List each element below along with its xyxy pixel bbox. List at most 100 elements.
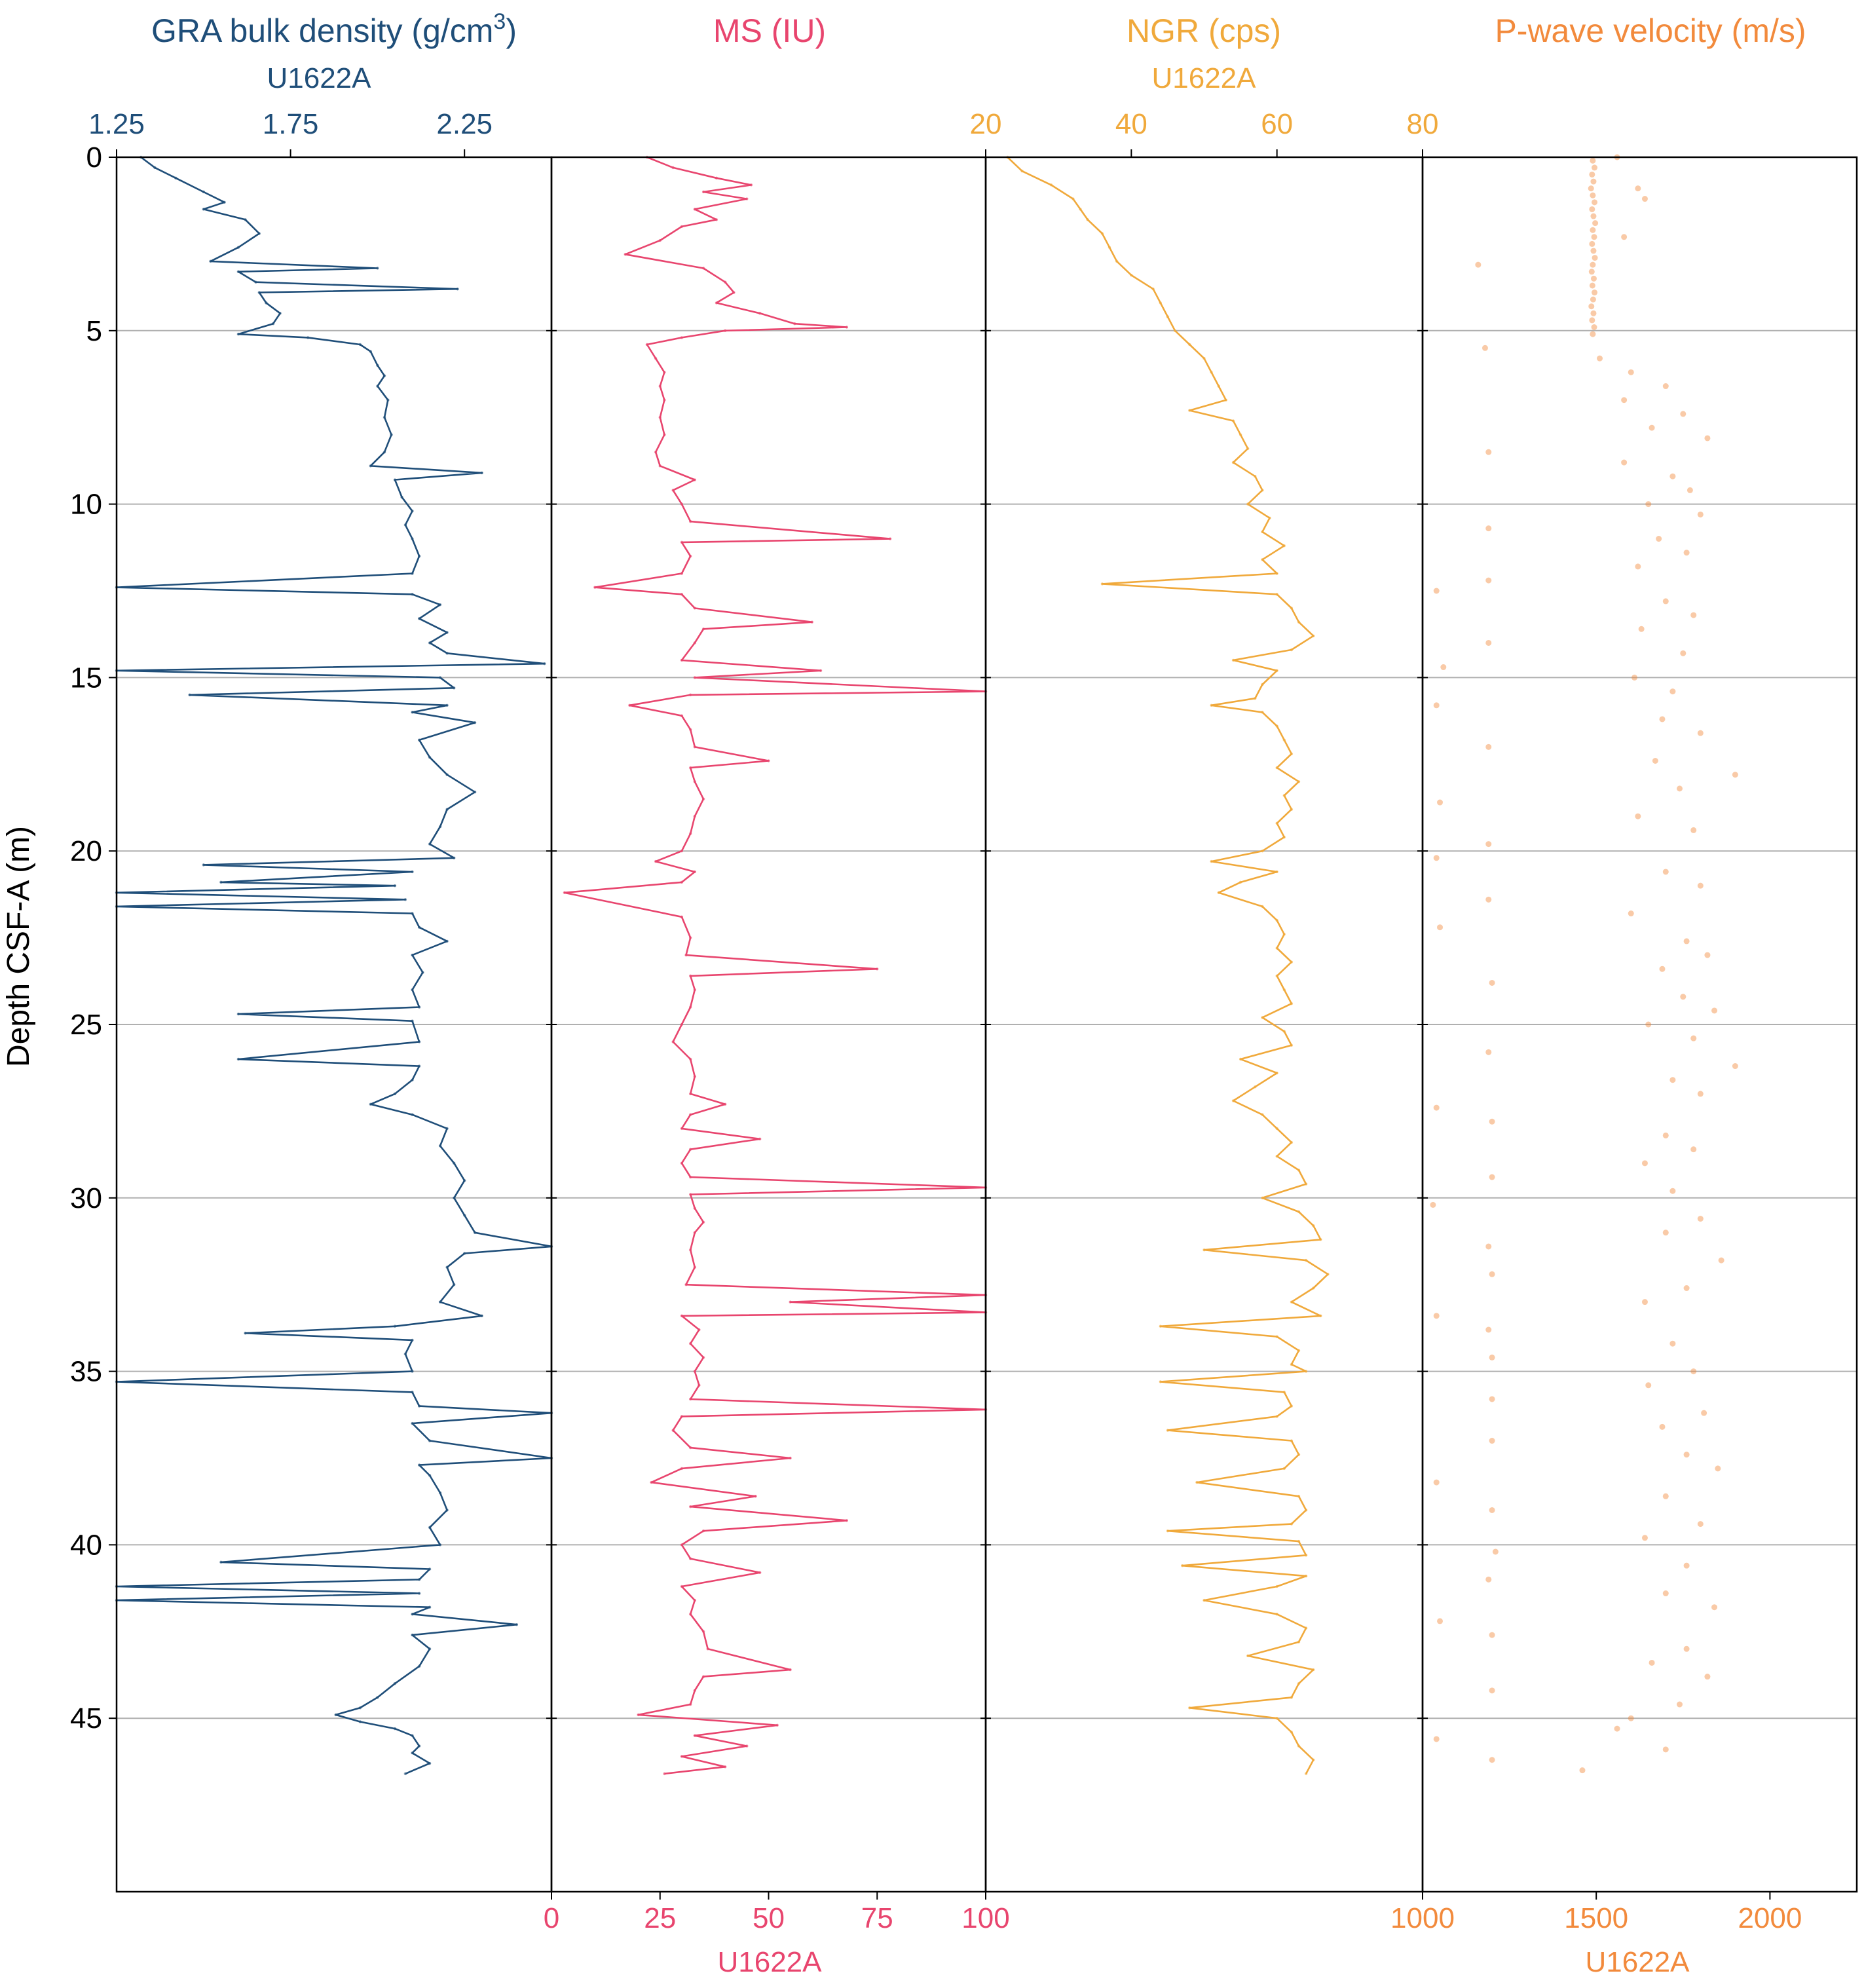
pwave-data-point xyxy=(1683,1645,1690,1652)
gra-data-point xyxy=(219,880,223,884)
ms-data-point xyxy=(701,1529,705,1533)
ms-data-point xyxy=(693,1734,696,1737)
gra-data-point xyxy=(236,1057,240,1061)
pwave-data-point xyxy=(1489,1118,1495,1125)
pwave-data-point xyxy=(1676,785,1683,792)
ngr-data-point xyxy=(1304,1258,1308,1262)
ms-data-point xyxy=(671,1040,675,1043)
ms-data-point xyxy=(724,1765,727,1769)
ms-data-point xyxy=(688,1342,692,1345)
pwave-x-tick-label: 1000 xyxy=(1390,1902,1455,1934)
ms-data-point xyxy=(767,759,770,762)
ms-data-point xyxy=(745,1744,749,1748)
pwave-data-point xyxy=(1732,1063,1738,1070)
gra-data-point xyxy=(411,509,414,513)
ms-data-point xyxy=(789,1300,792,1303)
ngr-data-point xyxy=(1166,1429,1170,1432)
gra-data-point xyxy=(411,870,414,874)
ms-data-point xyxy=(789,1456,792,1460)
pwave-data-point xyxy=(1645,501,1652,508)
gra-data-point xyxy=(411,711,414,714)
gra-data-point xyxy=(403,898,407,901)
ngr-data-point xyxy=(1282,1030,1286,1033)
pwave-data-point xyxy=(1589,317,1595,324)
axes: 0 5 10 15 20 25 30 35 40 45 1.25 1.75 2.25 0 25 50 75 100… xyxy=(70,108,1802,1934)
pwave-data-point xyxy=(1680,650,1687,656)
ms-data-point xyxy=(628,703,631,707)
pwave-data-point xyxy=(1638,626,1645,632)
ngr-data-point xyxy=(1297,1210,1301,1214)
gra-data-point xyxy=(411,1633,414,1637)
ms-data-point xyxy=(688,1148,692,1151)
ms-data-point xyxy=(658,416,662,419)
pwave-data-point xyxy=(1485,1243,1492,1250)
ms-data-point xyxy=(693,988,696,992)
ms-data-point xyxy=(663,371,666,374)
ms-data-point xyxy=(663,1772,666,1776)
ngr-data-point xyxy=(1239,433,1242,436)
pwave-data-point xyxy=(1711,1007,1718,1014)
ms-data-point xyxy=(680,593,684,596)
pwave-data-point xyxy=(1683,1452,1690,1458)
pwave-data-point xyxy=(1591,234,1597,240)
pwave-data-point xyxy=(1718,1257,1724,1264)
ngr-data-point xyxy=(1159,1324,1163,1328)
ms-x-tick-label: 100 xyxy=(961,1902,1009,1934)
ms-data-point xyxy=(888,537,892,540)
pwave-data-point xyxy=(1662,598,1669,605)
ms-data-point xyxy=(724,280,727,284)
gra-data-point xyxy=(386,398,390,402)
pwave-data-point xyxy=(1589,206,1595,212)
gra-data-point xyxy=(445,1509,449,1512)
ms-data-point xyxy=(693,1207,696,1210)
ngr-data-point xyxy=(1202,356,1206,360)
ms-data-point xyxy=(680,1415,684,1418)
pwave-data-point xyxy=(1697,511,1704,517)
pwave-data-point xyxy=(1690,1035,1697,1041)
ms-data-point xyxy=(701,628,705,631)
ms-data-point xyxy=(671,489,675,492)
ms-data-point xyxy=(688,832,692,835)
ngr-data-point xyxy=(1159,301,1163,305)
ms-data-point xyxy=(688,519,692,523)
gra-data-point xyxy=(453,856,456,859)
pwave-data-point xyxy=(1591,324,1597,331)
gra-data-point xyxy=(393,1092,397,1096)
ms-data-point xyxy=(749,183,753,187)
gra-data-point xyxy=(390,433,393,436)
ngr-data-point xyxy=(1210,703,1213,707)
ngr-data-point xyxy=(1275,724,1278,728)
gra-data-point xyxy=(306,336,310,339)
pwave-data-point xyxy=(1690,1368,1697,1375)
ms-data-point xyxy=(693,641,696,645)
ms-data-point xyxy=(732,291,736,294)
pwave-data-point xyxy=(1590,178,1597,185)
pwave-data-point xyxy=(1589,171,1595,178)
gra-data-point xyxy=(456,288,459,291)
pwave-data-point xyxy=(1645,1021,1652,1028)
gra-data-point xyxy=(265,301,268,305)
ms-data-point xyxy=(688,936,692,939)
depth-axis-label: Depth CSF-A (m) xyxy=(1,826,36,1067)
gra-data-point xyxy=(417,1404,421,1408)
gra-data-point xyxy=(515,1623,519,1626)
ngr-data-point xyxy=(1297,1349,1301,1353)
ms-data-point xyxy=(701,267,705,270)
pwave-data-point xyxy=(1590,296,1596,303)
pwave-x-tick-label: 2000 xyxy=(1738,1902,1802,1934)
pwave-data-point xyxy=(1489,1271,1495,1277)
gra-data-point xyxy=(236,332,240,336)
ms-data-point xyxy=(693,1075,696,1078)
pwave-data-point xyxy=(1433,1479,1440,1486)
pwave-data-point xyxy=(1683,1562,1690,1569)
gra-data-point xyxy=(358,1706,362,1710)
gra-data-point xyxy=(428,1761,432,1765)
pwave-data-point xyxy=(1433,702,1440,709)
ngr-data-point xyxy=(1312,1224,1315,1228)
ngr-data-point xyxy=(1049,183,1053,187)
ngr-data-point xyxy=(1297,1169,1301,1172)
gra-data-point xyxy=(376,1696,379,1699)
depth-tick-label: 20 xyxy=(70,835,102,867)
gra-data-point xyxy=(244,218,247,221)
